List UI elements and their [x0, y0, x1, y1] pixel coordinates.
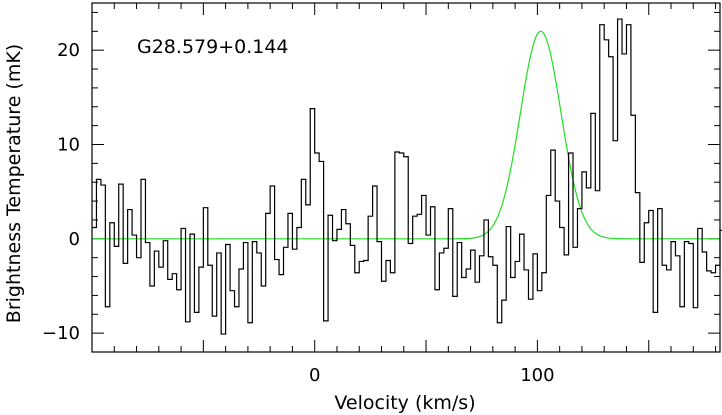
source-annotation: G28.579+0.144	[137, 36, 289, 58]
y-axis-label: Brightness Temperature (mK)	[3, 44, 25, 323]
y-tick-label: 20	[57, 40, 80, 61]
tick-labels: 0 100 −10 0 10 20	[42, 40, 555, 386]
x-axis-label: Velocity (km/s)	[334, 392, 475, 414]
x-tick-label: 100	[520, 365, 554, 386]
y-tick-label: 0	[69, 229, 80, 250]
y-tick-label: −10	[42, 323, 80, 344]
axis-ticks	[91, 3, 720, 353]
gaussian-fit-line	[92, 30, 720, 240]
y-tick-label: 10	[57, 134, 80, 155]
spectrum-histogram-line	[92, 18, 722, 335]
plot-frame	[91, 2, 721, 353]
x-tick-label: 0	[309, 365, 320, 386]
